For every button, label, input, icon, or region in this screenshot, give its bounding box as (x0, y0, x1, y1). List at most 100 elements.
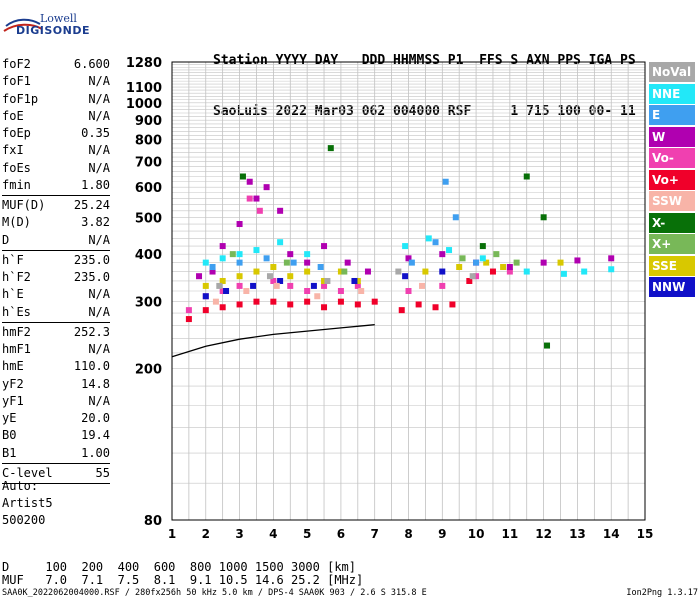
echo-point (304, 251, 311, 258)
y-tick-label: 1100 (126, 81, 162, 96)
echo-point (459, 255, 466, 262)
parameter-value: 252.3 (73, 324, 110, 339)
parameter-name: hmF2 (2, 324, 31, 339)
x-tick-label: 9 (438, 527, 446, 541)
echo-point (337, 288, 344, 294)
parameter-value: 1.80 (81, 177, 110, 192)
y-tick-label: 1280 (126, 56, 162, 71)
parameter-name: B0 (2, 428, 17, 443)
parameter-divider (2, 462, 110, 464)
echo-point (209, 268, 216, 275)
echo-point (277, 239, 284, 246)
echo-point (408, 259, 415, 266)
echo-point (344, 259, 351, 266)
echo-point (321, 282, 328, 289)
parameter-name: h`E (2, 287, 24, 302)
x-tick-label: 4 (269, 527, 277, 541)
echo-point (581, 268, 588, 275)
parameter-name: M(D) (2, 215, 31, 230)
echo-point (229, 251, 236, 258)
legend-item: NoVal (649, 62, 695, 82)
parameter-name: MUF(D) (2, 198, 46, 212)
parameter-value: 3.82 (81, 215, 110, 230)
echo-point (371, 298, 378, 305)
echo-point (223, 288, 230, 294)
parameter-name: yF1 (2, 393, 24, 408)
parameter-table: foF2 6.600 foF1 N/A foF1p N/A foE N/A foEp 0.35 fx… (2, 56, 110, 485)
parameter-row: foF1 N/A (2, 73, 110, 90)
parameter-value: 20.0 (81, 411, 110, 425)
echo-point (314, 293, 321, 300)
echo-point (304, 259, 311, 266)
echo-point (483, 259, 490, 266)
echo-point (439, 251, 446, 258)
parameter-row: M(D) 3.82 (2, 214, 110, 231)
echo-point (185, 307, 192, 314)
x-tick-label: 8 (404, 527, 412, 541)
parameter-row: yF1 N/A (2, 393, 110, 410)
parameter-value: N/A (88, 232, 110, 247)
echo-point (358, 288, 365, 294)
echo-point (202, 282, 209, 289)
echo-point (523, 173, 530, 180)
parameter-row: h`Es N/A (2, 304, 110, 321)
echo-point (500, 264, 507, 271)
x-tick-label: 2 (202, 527, 210, 541)
echo-point (270, 264, 277, 271)
parameter-value: 14.8 (81, 376, 110, 391)
legend-item: SSE (649, 255, 695, 276)
file-info-footer: SAA0K_2022062004000.RSF / 280fx256h 50 k… (2, 588, 427, 598)
echo-point (212, 298, 219, 305)
x-tick-label: 11 (502, 527, 519, 541)
echo-point (452, 214, 459, 221)
y-tick-label: 900 (135, 114, 162, 129)
echo-point (283, 259, 290, 266)
note-line: Artist5 (2, 496, 53, 510)
echo-point (324, 277, 331, 284)
parameter-value: 235.0 (73, 252, 110, 267)
echo-point (253, 195, 260, 202)
echo-point (246, 195, 253, 202)
echo-point (469, 273, 476, 280)
parameter-name: fxI (2, 143, 24, 158)
echo-point (196, 273, 203, 280)
parameter-row: B0 19.4 (2, 427, 110, 444)
parameter-name: foF1p (2, 91, 39, 106)
parameter-value: N/A (88, 393, 110, 408)
echo-point (560, 270, 567, 277)
parameter-name: h`F2 (2, 270, 31, 284)
echo-point (439, 268, 446, 275)
echo-point (473, 273, 480, 280)
echo-point (337, 268, 344, 275)
parameter-name: hmF1 (2, 342, 31, 356)
note-line: Auto: (2, 479, 39, 493)
echo-point (540, 259, 547, 266)
echo-point (287, 251, 294, 258)
echo-point (405, 288, 412, 294)
echo-point (202, 259, 209, 266)
parameter-name: C-level (2, 465, 53, 480)
muf-frequency-row: MUF 7.0 7.1 7.5 8.1 9.1 10.5 14.6 25.2 [… (2, 573, 364, 587)
parameter-row: fmin 1.80 (2, 177, 110, 194)
parameter-row: fxI N/A (2, 142, 110, 159)
echo-point (253, 268, 260, 275)
echo-point (239, 173, 246, 180)
series-w (196, 178, 615, 280)
echo-point (216, 282, 223, 289)
echo-point (479, 255, 486, 262)
parameter-divider (2, 483, 110, 484)
echo-point (395, 268, 402, 275)
echo-point (422, 268, 429, 275)
parameter-divider (2, 195, 110, 196)
echo-point (270, 298, 277, 305)
echo-point (219, 277, 226, 284)
echo-point (236, 259, 243, 266)
parameter-row: foF2 6.600 (2, 56, 110, 73)
x-tick-label: 5 (303, 527, 311, 541)
parameter-value: N/A (88, 287, 110, 302)
echo-point (263, 184, 270, 191)
echo-point (277, 207, 284, 214)
x-tick-label: 10 (468, 527, 485, 541)
legend-item: X+ (649, 234, 695, 254)
